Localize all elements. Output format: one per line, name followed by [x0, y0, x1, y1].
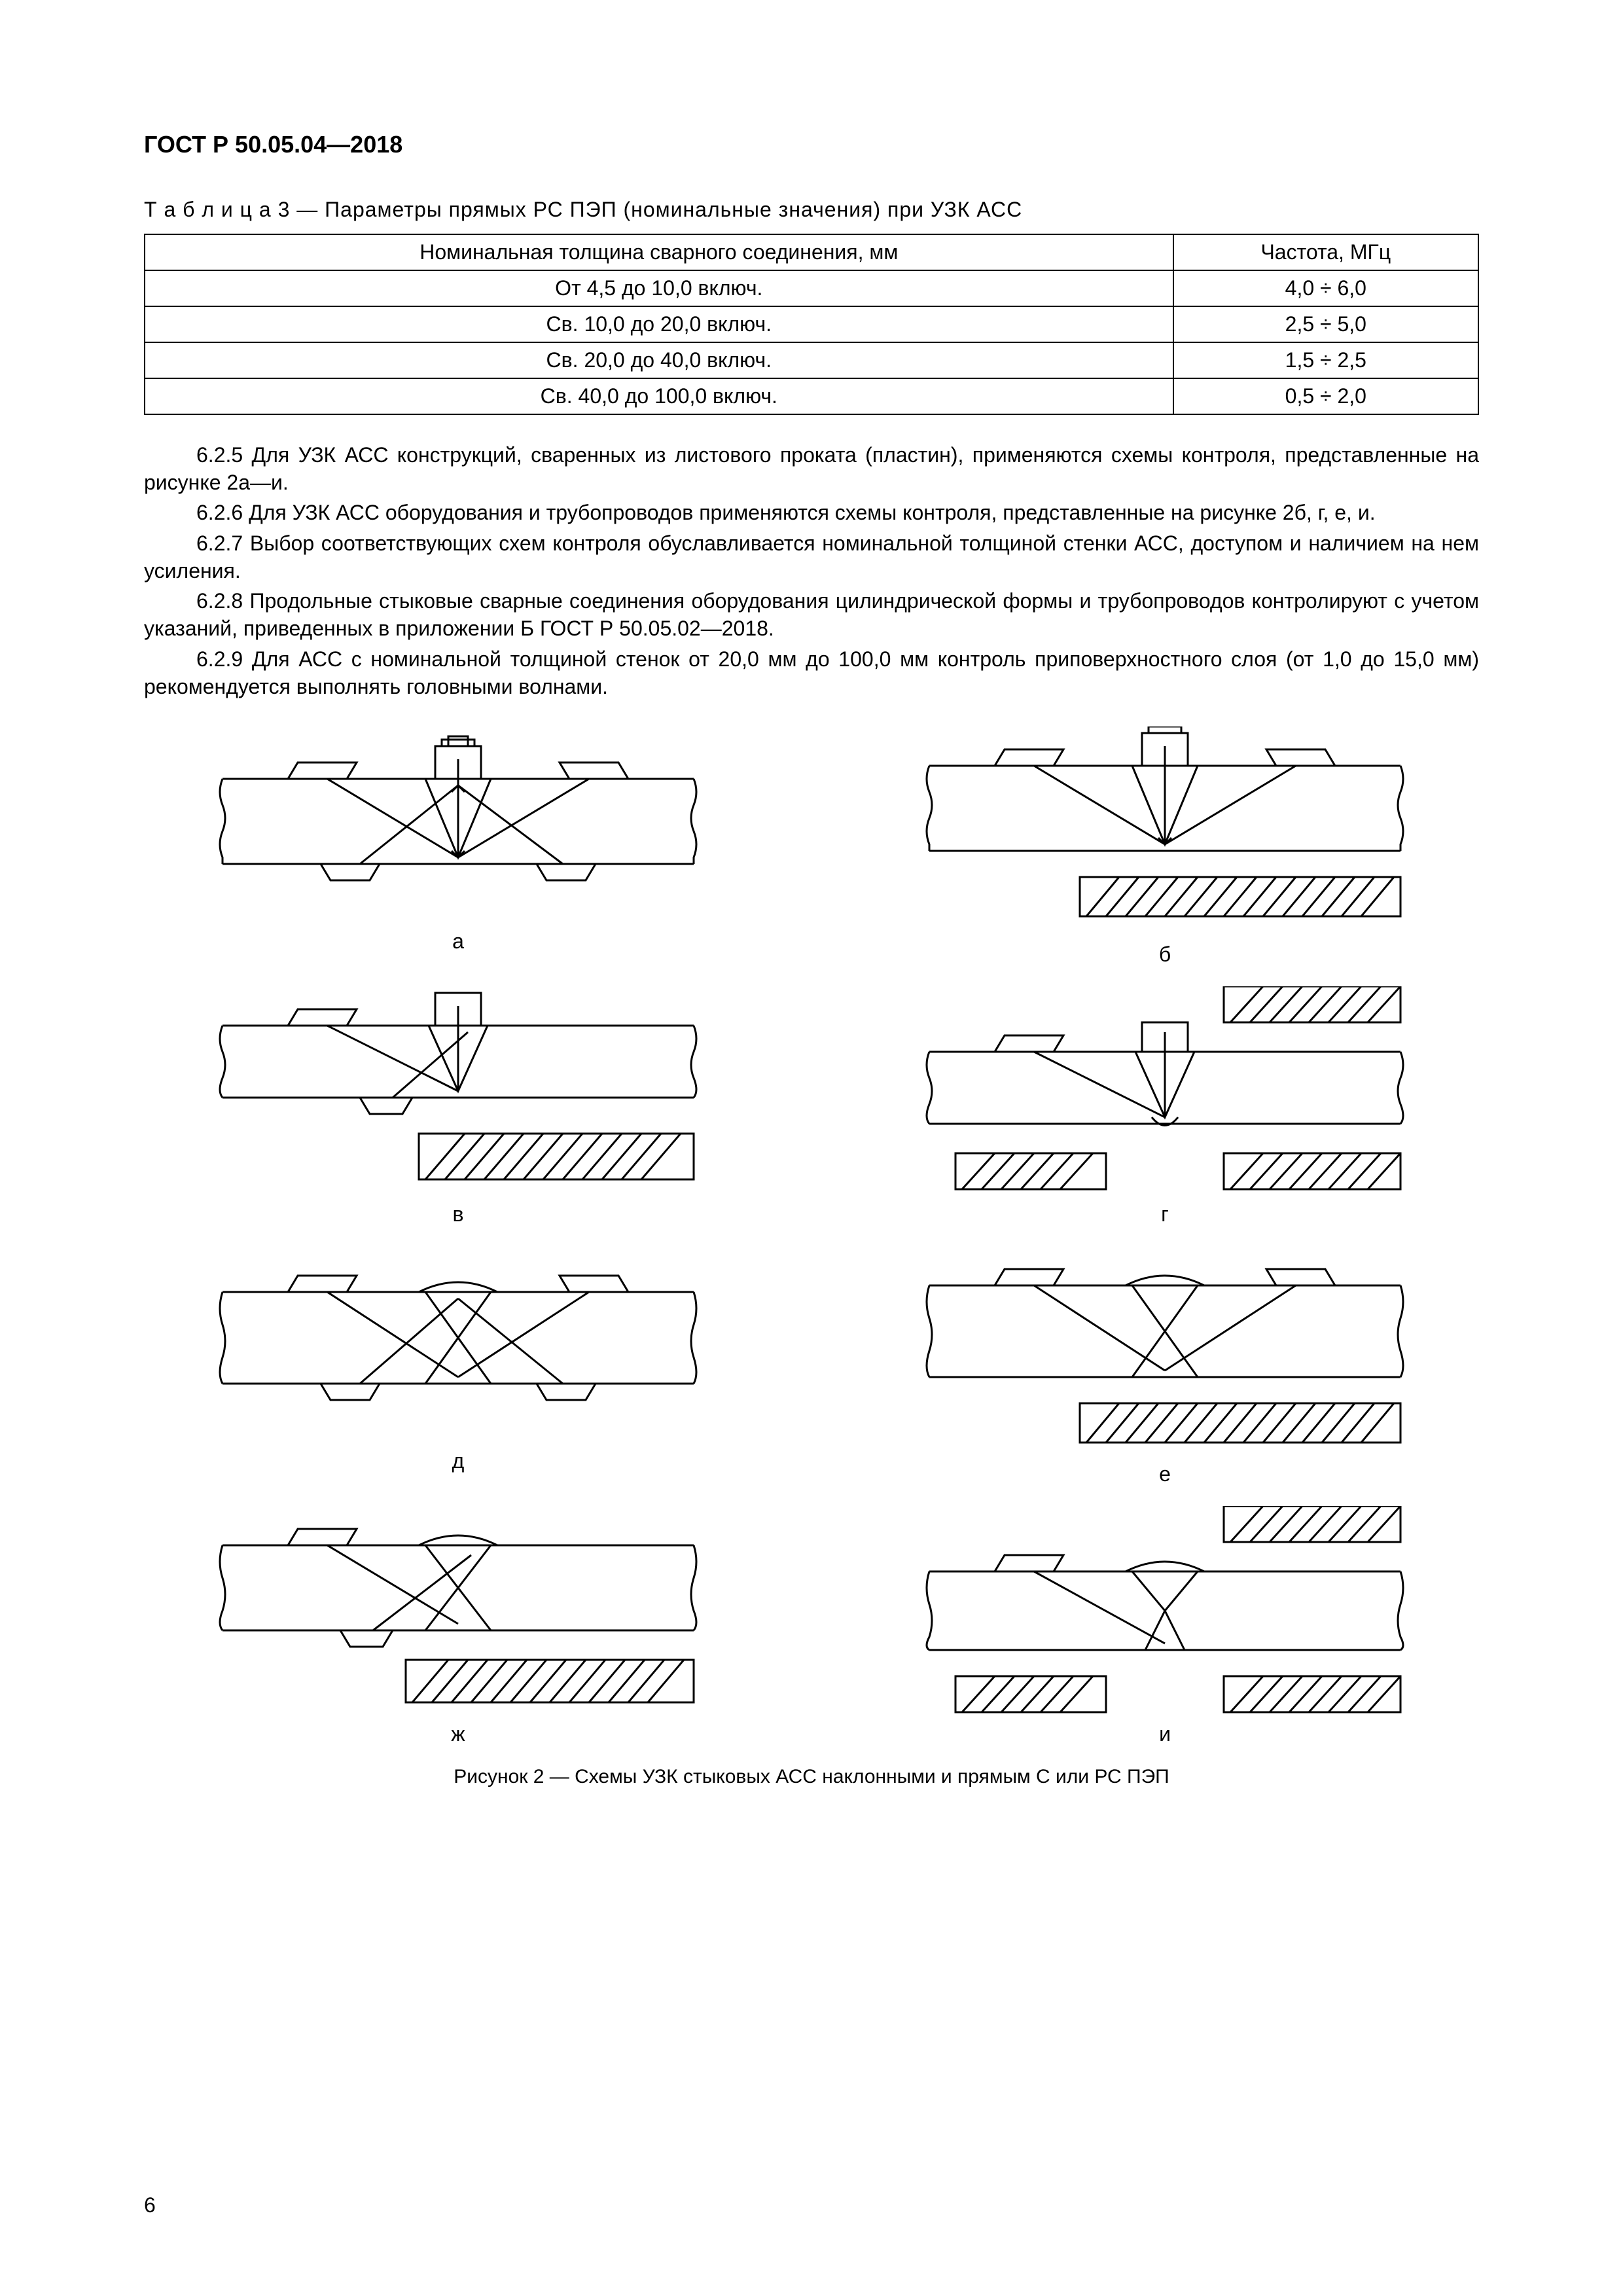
paragraph-6-2-5: 6.2.5 Для УЗК АСС конструкций, сваренных… [144, 441, 1479, 496]
cell-frequency: 1,5 ÷ 2,5 [1173, 342, 1478, 378]
paragraph-6-2-6: 6.2.6 Для УЗК АСС оборудования и трубопр… [144, 499, 1479, 526]
figure-i: и [916, 1506, 1414, 1746]
weld-diagram-icon [916, 986, 1414, 1196]
table-row: Св. 20,0 до 40,0 включ. 1,5 ÷ 2,5 [145, 342, 1478, 378]
body-text: 6.2.5 Для УЗК АСС конструкций, сваренных… [144, 441, 1479, 700]
figure-label: д [209, 1449, 707, 1473]
cell-frequency: 4,0 ÷ 6,0 [1173, 270, 1478, 306]
doc-header: ГОСТ Р 50.05.04—2018 [144, 131, 1479, 158]
figure-d: д [209, 1246, 707, 1486]
cell-frequency: 0,5 ÷ 2,0 [1173, 378, 1478, 414]
cell-thickness: Св. 10,0 до 20,0 включ. [145, 306, 1173, 342]
figure-b: б [916, 726, 1414, 967]
figure-label: и [916, 1722, 1414, 1746]
figure-a: а [209, 726, 707, 967]
figure-label: е [916, 1462, 1414, 1486]
col-header-thickness: Номинальная толщина сварного соединения,… [145, 234, 1173, 270]
paragraph-6-2-7: 6.2.7 Выбор соответствующих схем контрол… [144, 529, 1479, 584]
figure-label: а [209, 929, 707, 954]
figure-label: ж [209, 1722, 707, 1746]
paragraph-6-2-9: 6.2.9 Для АСС с номинальной толщиной сте… [144, 645, 1479, 700]
weld-diagram-icon [209, 986, 707, 1196]
figure-grid: а [144, 726, 1479, 1746]
parameters-table: Номинальная толщина сварного соединения,… [144, 234, 1479, 415]
weld-diagram-icon [209, 1246, 707, 1443]
weld-diagram-icon [209, 1506, 707, 1715]
figure-label: в [209, 1202, 707, 1227]
figure-v: в [209, 986, 707, 1227]
figure-caption: Рисунок 2 — Схемы УЗК стыковых АСС накло… [144, 1766, 1479, 1788]
weld-diagram-icon [916, 726, 1414, 936]
cell-frequency: 2,5 ÷ 5,0 [1173, 306, 1478, 342]
cell-thickness: Св. 40,0 до 100,0 включ. [145, 378, 1173, 414]
table-caption: Т а б л и ц а 3 — Параметры прямых РС ПЭ… [144, 198, 1479, 222]
cell-thickness: Св. 20,0 до 40,0 включ. [145, 342, 1173, 378]
figure-label: б [916, 942, 1414, 967]
weld-diagram-icon [209, 726, 707, 923]
figure-zh: ж [209, 1506, 707, 1746]
figure-g: г [916, 986, 1414, 1227]
table-header-row: Номинальная толщина сварного соединения,… [145, 234, 1478, 270]
page-number: 6 [144, 2193, 156, 2217]
figure-e: е [916, 1246, 1414, 1486]
page: ГОСТ Р 50.05.04—2018 Т а б л и ц а 3 — П… [0, 0, 1623, 2296]
table-row: Св. 40,0 до 100,0 включ. 0,5 ÷ 2,0 [145, 378, 1478, 414]
figure-label: г [916, 1202, 1414, 1227]
weld-diagram-icon [916, 1506, 1414, 1715]
table-row: От 4,5 до 10,0 включ. 4,0 ÷ 6,0 [145, 270, 1478, 306]
table-row: Св. 10,0 до 20,0 включ. 2,5 ÷ 5,0 [145, 306, 1478, 342]
paragraph-6-2-8: 6.2.8 Продольные стыковые сварные соедин… [144, 587, 1479, 642]
cell-thickness: От 4,5 до 10,0 включ. [145, 270, 1173, 306]
weld-diagram-icon [916, 1246, 1414, 1456]
col-header-frequency: Частота, МГц [1173, 234, 1478, 270]
